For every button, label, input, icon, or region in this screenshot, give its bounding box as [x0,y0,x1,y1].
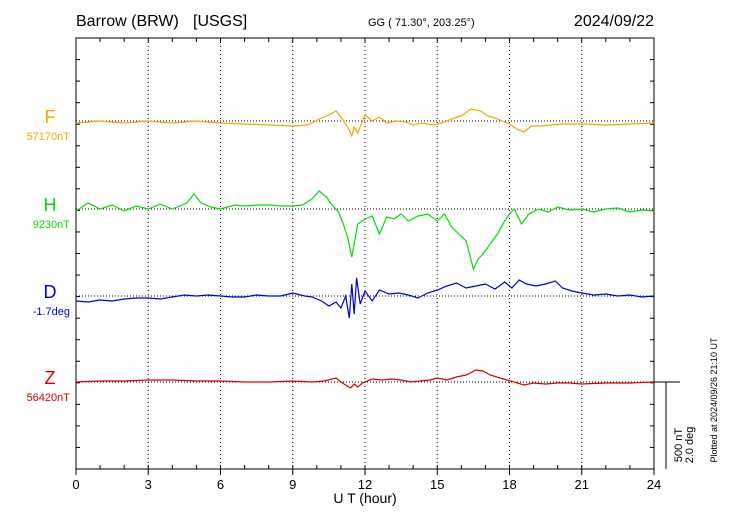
scale-nt-label: 500 nT [673,428,685,463]
series-name-z: Z [45,368,56,388]
series-name-f: F [45,107,56,127]
tick-marks [75,37,655,475]
series-lines [75,108,655,389]
x-tick-label: 24 [647,477,661,492]
x-tick-label: 15 [430,477,444,492]
x-tick-label: 0 [72,477,79,492]
vertical-grid [147,38,583,469]
x-tick-label: 9 [289,477,296,492]
series-line-d [75,277,655,319]
x-tick-label: 18 [502,477,516,492]
scale-deg-label: 2.0 deg [684,427,696,464]
x-tick-label: 3 [145,477,152,492]
series-name-d: D [44,282,57,302]
x-tick-label: 21 [575,477,589,492]
x-tick-labels: 0 3 6 9 12 15 18 21 24 [72,477,661,492]
series-baseline-label-d: -1.7deg [33,306,70,318]
series-baseline-label-f: 57170nT [27,131,71,143]
plotted-at-note: Plotted at 2024/09/26 21:10 UT [709,337,719,463]
series-labels: F 57170nT H 9230nT D -1.7deg Z 56420nT [27,107,71,404]
series-name-h: H [44,195,57,215]
coordinates-label: GG ( 71.30°, 203.25°) [368,17,475,29]
series-baseline-label-z: 56420nT [27,392,71,404]
series-line-h [75,190,655,271]
x-tick-label: 6 [217,477,224,492]
series-baseline-label-h: 9230nT [33,219,71,231]
network-label: [USGS] [193,13,247,30]
series-line-z [75,369,655,389]
station-title: Barrow (BRW) [76,13,179,30]
series-line-f [75,108,655,138]
date-label: 2024/09/22 [574,13,654,30]
x-axis-label: U T (hour) [333,490,396,506]
x-tick-label: 12 [358,477,372,492]
